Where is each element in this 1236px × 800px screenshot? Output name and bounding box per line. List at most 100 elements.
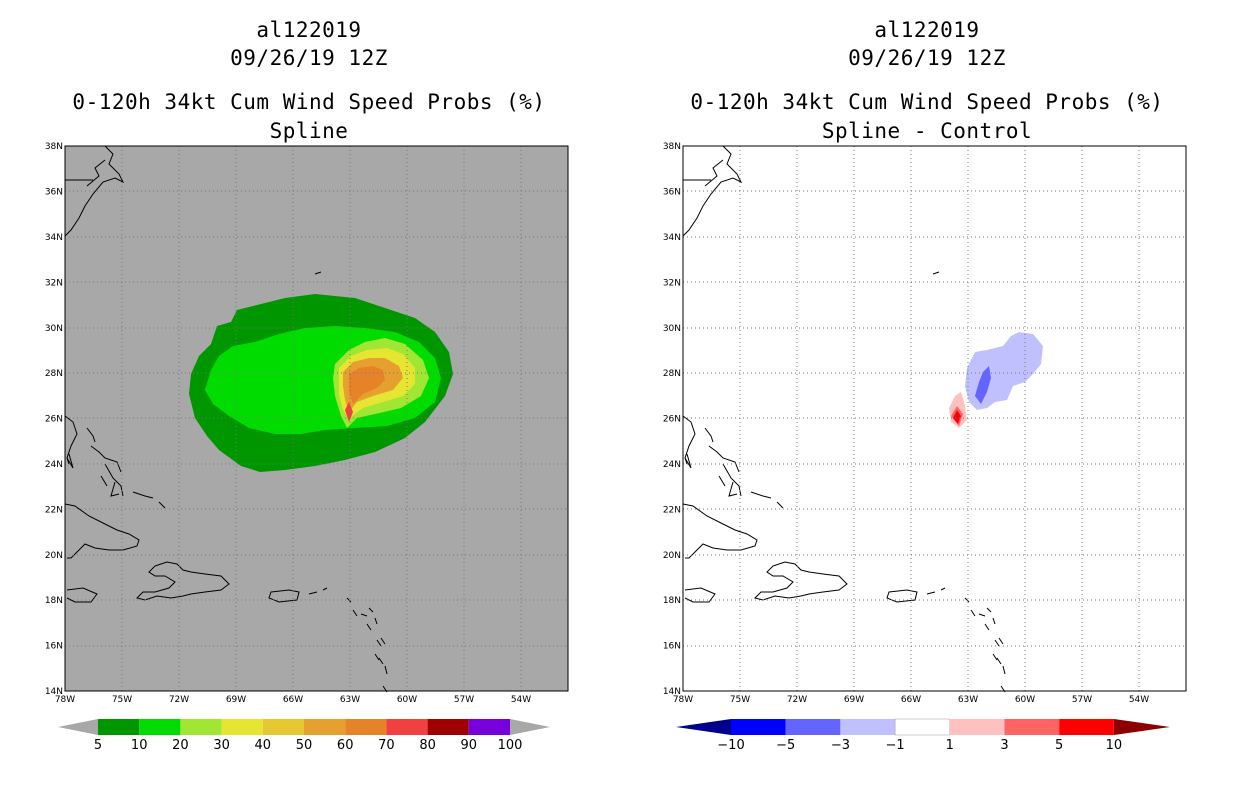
left-lon-label: 66W [283,695,303,705]
right-colorbar-box [949,719,1005,735]
left-colorbar-low-arrow [58,719,98,735]
left-lat-label: 32N [45,278,63,288]
right-map-frame [682,145,1187,692]
right-lat-label: 22N [663,505,681,515]
left-colorbar-label: 100 [498,738,523,753]
left-colorbar-box [468,719,510,735]
left-lon-label: 72W [169,695,189,705]
left-lat-label: 38N [45,142,63,152]
right-colorbar-box [731,719,786,735]
right-lat-label: 26N [663,415,681,425]
left-lat-label: 28N [45,369,63,379]
left-colorbar-box [386,719,428,735]
left-colorbar-label: 10 [131,738,148,753]
right-colorbar-box [1059,719,1114,735]
right-lon-label: 72W [787,695,807,705]
left-lon-label: 57W [454,695,474,705]
left-lat-label: 26N [45,415,63,425]
right-colorbar-box [785,719,841,735]
right-colorbar-box [840,719,896,735]
left-map [64,145,569,693]
right-map-background [683,146,1186,691]
diff-contour-neg3 [975,366,991,404]
left-colorbar-box [427,719,469,735]
right-lat-label: 14N [663,687,681,697]
right-map [682,145,1187,693]
right-colorbar-label: 10 [1106,738,1123,753]
right-lat-label: 16N [663,642,681,652]
left-subtitle: Spline [269,119,349,143]
left-colorbar-label: 70 [378,738,395,753]
right-colorbar-label: −3 [831,738,850,753]
right-colorbar: −10 −5 −3 −1 1 3 5 10 [676,718,1170,753]
right-lon-label: 54W [1129,695,1149,705]
left-lon-label: 75W [112,695,132,705]
left-lon-label: 54W [511,695,531,705]
right-colorbar-label: −1 [886,738,905,753]
right-lat-label: 32N [663,278,681,288]
right-colorbar-label: −5 [776,738,795,753]
left-colorbar-label: 30 [213,738,230,753]
left-gridlines [65,146,568,691]
right-lon-label: 69W [844,695,864,705]
left-lat-label: 18N [45,596,63,606]
left-lon-label: 63W [340,695,360,705]
right-lon-label: 57W [1072,695,1092,705]
right-lat-label: 28N [663,369,681,379]
left-colorbar-box [304,719,346,735]
right-lat-label: 20N [663,551,681,561]
right-lat-label: 18N [663,596,681,606]
right-lon-label: 75W [730,695,750,705]
left-colorbar-box [180,719,222,735]
left-lat-label: 16N [45,642,63,652]
left-colorbar-label: 60 [337,738,354,753]
right-lat-label: 38N [663,142,681,152]
prob-contour-70 [345,402,353,422]
left-colorbar-label: 20 [172,738,189,753]
right-colorbar-box [894,718,951,736]
right-storm-id: al122019 [874,18,980,42]
left-lon-label: 78W [55,695,75,705]
left-colorbar-box [98,719,140,735]
left-lat-label: 22N [45,505,63,515]
right-date: 09/26/19 12Z [848,46,1006,70]
right-lat-label: 24N [663,460,681,470]
right-lon-label: 78W [673,695,693,705]
left-colorbar-label: 50 [296,738,313,753]
left-colorbar-label: 40 [255,738,272,753]
right-lon-label: 60W [1015,695,1035,705]
right-colorbar-low-arrow [676,719,731,735]
right-product-title: 0-120h 34kt Cum Wind Speed Probs (%) [690,90,1164,114]
right-colorbar-box [1004,719,1060,735]
left-product-title: 0-120h 34kt Cum Wind Speed Probs (%) [72,90,546,114]
left-colorbar-label: 5 [94,738,102,753]
right-lat-label: 36N [663,188,681,198]
right-lon-label: 63W [958,695,978,705]
right-gridlines [683,146,1186,691]
right-colorbar-high-arrow [1114,719,1170,735]
prob-contour-60 [349,366,385,404]
right-subtitle: Spline - Control [821,119,1033,143]
left-storm-id: al122019 [256,18,362,42]
left-colorbar-box [221,719,263,735]
left-date: 09/26/19 12Z [230,46,388,70]
right-panel: al122019 09/26/19 12Z 0-120h 34kt Cum Wi… [618,0,1236,800]
right-colorbar-label: 1 [946,738,954,753]
right-colorbar-label: 3 [1000,738,1008,753]
left-lat-label: 24N [45,460,63,470]
left-lat-label: 20N [45,551,63,561]
left-colorbar-label: 90 [461,738,478,753]
axis-labels: 78W 75W 72W 69W 66W 63W 60W 57W 54W 14N 16N 18N 20N 2… [45,142,1149,705]
left-colorbar-box [262,719,304,735]
left-panel: al122019 09/26/19 12Z 0-120h 34kt Cum Wi… [72,18,546,143]
left-colorbar-box [139,719,181,735]
left-colorbar-label: 80 [419,738,436,753]
right-lat-label: 34N [663,233,681,243]
diff-contour-pos5 [953,410,961,424]
right-lat-label: 30N [663,324,681,334]
left-colorbar: 5 10 20 30 40 50 60 70 80 90 100 [58,719,550,753]
left-lat-label: 30N [45,324,63,334]
left-map-frame [64,145,569,692]
left-lat-label: 36N [45,188,63,198]
